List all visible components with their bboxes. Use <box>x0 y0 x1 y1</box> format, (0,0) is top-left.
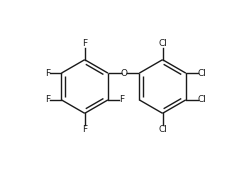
Text: Cl: Cl <box>198 69 207 78</box>
Text: Cl: Cl <box>198 95 207 104</box>
Text: O: O <box>120 69 127 78</box>
Text: F: F <box>82 125 87 134</box>
Text: F: F <box>119 95 124 104</box>
Text: F: F <box>45 69 50 78</box>
Text: Cl: Cl <box>158 125 167 134</box>
Text: F: F <box>82 39 87 48</box>
Text: Cl: Cl <box>158 39 167 48</box>
Text: F: F <box>45 95 50 104</box>
